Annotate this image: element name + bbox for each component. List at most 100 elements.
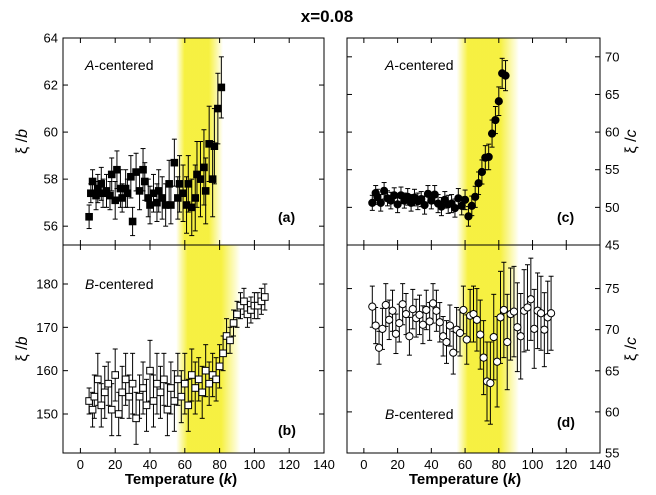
data-point — [118, 194, 126, 202]
y-axis-divisor: c — [623, 337, 640, 345]
y-axis-divisor: b — [14, 336, 31, 345]
y-axis-label: ξ /c — [623, 337, 640, 361]
data-point — [523, 303, 532, 312]
data-point — [371, 321, 380, 330]
data-point — [388, 306, 397, 315]
data-point — [90, 392, 99, 401]
data-point — [158, 194, 166, 202]
panel-tag: (c) — [557, 209, 574, 225]
data-point — [425, 317, 434, 326]
data-point — [474, 179, 483, 188]
panel-tag: (a) — [278, 209, 295, 225]
y-axis-symbol: ξ — [14, 147, 31, 154]
y-tick-label: 45 — [605, 238, 619, 253]
data-point — [391, 329, 401, 338]
annotation-letter: A — [384, 57, 394, 73]
data-point — [111, 196, 120, 205]
x-tick-label: 120 — [555, 457, 577, 472]
data-point — [390, 191, 399, 200]
data-point — [128, 217, 137, 226]
data-point — [530, 324, 539, 333]
annotation-text: -centered — [394, 57, 453, 73]
x-tick-label: 140 — [589, 457, 611, 472]
y-tick-label: 58 — [44, 172, 58, 187]
data-point — [374, 343, 384, 352]
data-point — [261, 293, 269, 301]
data-point — [123, 189, 132, 198]
data-point — [417, 194, 426, 204]
x-tick-label: 100 — [522, 457, 544, 472]
data-point — [94, 375, 102, 384]
y-tick-label: 70 — [605, 322, 619, 337]
data-point — [472, 315, 481, 324]
data-point — [140, 177, 149, 186]
data-point — [127, 172, 135, 181]
data-point — [107, 405, 116, 414]
data-point — [139, 165, 147, 174]
y-tick-label: 65 — [605, 363, 619, 378]
data-point — [184, 180, 193, 188]
data-point — [368, 302, 377, 311]
x-tick-label: 60 — [178, 457, 192, 472]
y-axis-label: ξ /b — [14, 129, 31, 154]
data-point — [196, 175, 205, 183]
x-tick-label: 140 — [313, 457, 335, 472]
data-point — [142, 401, 151, 410]
y-axis-divisor: b — [14, 129, 31, 138]
data-point — [376, 198, 385, 207]
x-tick-label: 20 — [108, 457, 122, 472]
data-point — [437, 202, 446, 211]
data-point — [114, 410, 123, 418]
data-point — [423, 189, 433, 198]
y-tick-label: 160 — [36, 363, 58, 378]
panel-annotation: B-centered — [385, 406, 454, 422]
data-point — [418, 320, 427, 329]
data-point — [501, 71, 510, 80]
data-point — [513, 323, 522, 332]
data-point — [106, 191, 114, 200]
y-tick-label: 55 — [605, 446, 619, 461]
data-point — [146, 366, 154, 375]
data-point — [516, 332, 525, 341]
data-point — [214, 104, 222, 113]
data-point — [201, 366, 210, 375]
x-axis-title-left: Temperature (k) — [125, 471, 237, 488]
data-point — [88, 177, 97, 186]
data-point — [170, 397, 179, 405]
y-axis-symbol: ξ — [623, 146, 640, 153]
data-point — [85, 212, 93, 221]
y-tick-label: 50 — [605, 200, 619, 215]
x-tick-label: 20 — [390, 457, 404, 472]
data-point — [219, 349, 227, 358]
data-point — [450, 204, 460, 213]
x-tick-label: 40 — [143, 457, 157, 472]
data-point — [174, 375, 182, 384]
y-axis-symbol: ξ — [14, 354, 31, 361]
data-point — [88, 405, 97, 414]
panel-a: 56 58 60 62 64 ξ /b A-centered (a) — [14, 31, 325, 246]
data-point — [128, 379, 137, 388]
highlight-band — [456, 38, 520, 245]
data-point — [92, 191, 100, 200]
data-point — [420, 201, 429, 210]
annotation-text: -centered — [94, 57, 153, 73]
data-point — [430, 190, 439, 199]
data-point — [486, 379, 495, 388]
data-point — [408, 305, 417, 314]
data-point — [484, 152, 493, 162]
data-point — [373, 192, 382, 201]
data-point — [191, 384, 200, 392]
y-axis-slash: / — [623, 344, 640, 353]
x-tick-label: 0 — [360, 457, 367, 472]
data-point — [233, 310, 241, 319]
data-point — [146, 201, 154, 209]
data-point — [454, 194, 463, 203]
data-point — [156, 388, 165, 397]
data-point — [427, 196, 436, 205]
data-point — [160, 375, 168, 384]
data-point — [526, 295, 535, 304]
data-point — [499, 305, 508, 315]
data-point — [217, 83, 226, 92]
